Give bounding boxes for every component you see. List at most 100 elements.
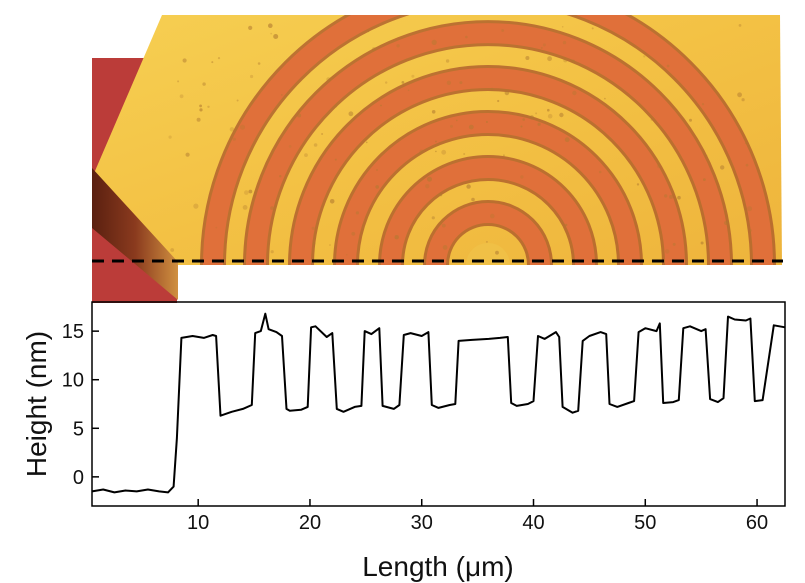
y-tick-label: 5	[73, 418, 84, 440]
speckle	[199, 108, 203, 112]
speckle	[559, 112, 564, 118]
speckle	[520, 125, 523, 128]
speckle	[571, 59, 575, 64]
plot-frame	[91, 301, 786, 507]
speckle	[441, 223, 446, 228]
speckle	[431, 39, 437, 46]
afm-rings	[200, 15, 776, 265]
speckle	[744, 142, 747, 145]
speckle	[471, 197, 475, 202]
speckle	[193, 203, 199, 209]
speckle	[179, 94, 184, 99]
speckle	[270, 250, 274, 254]
afm-plate-edge	[92, 168, 178, 300]
speckle	[441, 149, 447, 155]
ring-trench	[426, 203, 550, 265]
speckle	[329, 199, 335, 204]
speckle	[456, 119, 458, 122]
speckle	[677, 195, 681, 200]
x-tick-label: 40	[522, 512, 544, 534]
speckle	[656, 164, 661, 169]
ring-trench	[291, 68, 685, 265]
speckle	[215, 226, 218, 229]
speckle	[313, 143, 318, 147]
x-tick-label: 30	[411, 512, 433, 534]
speckle	[665, 249, 670, 254]
speckle	[747, 206, 753, 212]
speckle	[542, 43, 546, 47]
speckle	[334, 158, 337, 161]
speckle	[465, 35, 468, 39]
afm-topography-image	[92, 15, 783, 303]
ring-trench	[336, 113, 640, 265]
speckle	[562, 40, 567, 45]
ring-trench	[203, 15, 773, 265]
speckle	[326, 77, 331, 82]
speckle	[232, 137, 236, 141]
x-tick-label: 10	[187, 512, 209, 534]
speckle	[304, 153, 308, 158]
speckle	[502, 154, 505, 157]
speckle	[376, 169, 378, 171]
speckle	[199, 104, 203, 108]
speckle	[240, 124, 245, 130]
speckle	[394, 235, 399, 240]
x-tick-label: 20	[299, 512, 321, 534]
speckle	[313, 242, 316, 245]
speckle	[563, 58, 568, 63]
speckle	[598, 170, 602, 174]
speckle	[182, 58, 187, 63]
speckle	[485, 121, 488, 123]
speckle	[703, 178, 706, 182]
speckle	[431, 110, 436, 114]
speckle	[490, 87, 494, 91]
speckle	[385, 81, 388, 84]
speckle	[700, 241, 704, 245]
speckle	[217, 57, 221, 60]
speckle	[280, 94, 283, 96]
speckle	[196, 117, 201, 122]
afm-speckles	[168, 23, 753, 256]
speckle	[689, 118, 692, 122]
ring-trench	[246, 23, 730, 265]
speckle	[446, 80, 452, 86]
speckle	[720, 165, 725, 170]
speckle	[257, 62, 261, 65]
speckle	[450, 124, 453, 128]
speckle	[445, 59, 450, 63]
y-tick-label: 15	[62, 321, 84, 343]
speckle	[504, 90, 510, 96]
speckle	[672, 242, 676, 246]
speckle	[572, 90, 577, 96]
speckle	[540, 46, 543, 49]
speckle	[749, 229, 753, 232]
speckle	[485, 240, 488, 243]
speckle	[270, 206, 274, 210]
speckle	[520, 175, 524, 179]
speckle	[365, 141, 368, 144]
speckle	[608, 137, 611, 140]
speckle	[177, 80, 180, 83]
speckle	[737, 92, 742, 98]
speckle	[591, 27, 594, 30]
speckle	[650, 118, 653, 121]
speckle	[490, 213, 495, 219]
height-profile-plot: 10 20 30 40 50 60 0 5 10 15 Length (μm) Height (…	[21, 301, 786, 582]
profile-line	[91, 312, 786, 494]
x-tick-label: 60	[746, 512, 768, 534]
speckle	[529, 115, 534, 120]
speckle	[242, 205, 248, 210]
speckle	[561, 26, 564, 28]
speckle	[288, 145, 292, 148]
speckle	[248, 25, 253, 30]
speckle	[427, 176, 432, 182]
speckle	[375, 185, 380, 189]
speckle	[407, 89, 410, 92]
speckle	[229, 127, 235, 132]
speckle	[463, 153, 466, 155]
speckle	[170, 248, 175, 252]
speckle	[525, 56, 530, 60]
speckle	[537, 122, 541, 126]
speckle	[745, 163, 749, 167]
speckle	[442, 245, 448, 250]
